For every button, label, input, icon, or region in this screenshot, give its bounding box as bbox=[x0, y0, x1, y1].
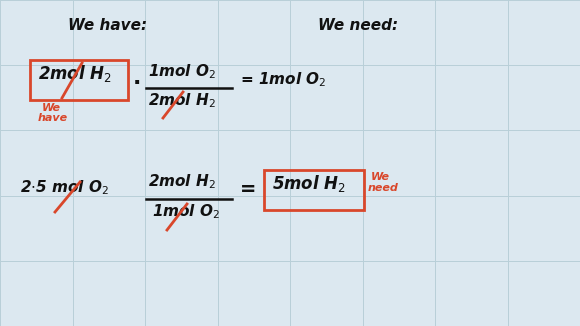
Text: We: We bbox=[42, 103, 61, 113]
Text: 2mol H$_2$: 2mol H$_2$ bbox=[38, 63, 112, 84]
Text: need: need bbox=[368, 183, 399, 193]
Text: We have:: We have: bbox=[68, 18, 147, 33]
Text: ·: · bbox=[133, 73, 142, 93]
Text: We need:: We need: bbox=[318, 18, 398, 33]
Text: = 1mol O$_2$: = 1mol O$_2$ bbox=[240, 70, 327, 89]
Text: 1mol O$_2$: 1mol O$_2$ bbox=[152, 202, 220, 221]
Text: 5mol H$_2$: 5mol H$_2$ bbox=[272, 173, 346, 194]
Text: have: have bbox=[38, 113, 68, 123]
Bar bbox=[264, 170, 364, 210]
Bar bbox=[30, 60, 128, 100]
Text: We: We bbox=[371, 172, 390, 182]
Text: 2$\cdot$5 mol O$_2$: 2$\cdot$5 mol O$_2$ bbox=[20, 178, 109, 197]
Text: 2mol H$_2$: 2mol H$_2$ bbox=[148, 91, 216, 110]
Text: 1mol O$_2$: 1mol O$_2$ bbox=[148, 62, 216, 81]
Text: =: = bbox=[240, 180, 256, 199]
Text: 2mol H$_2$: 2mol H$_2$ bbox=[148, 172, 216, 191]
